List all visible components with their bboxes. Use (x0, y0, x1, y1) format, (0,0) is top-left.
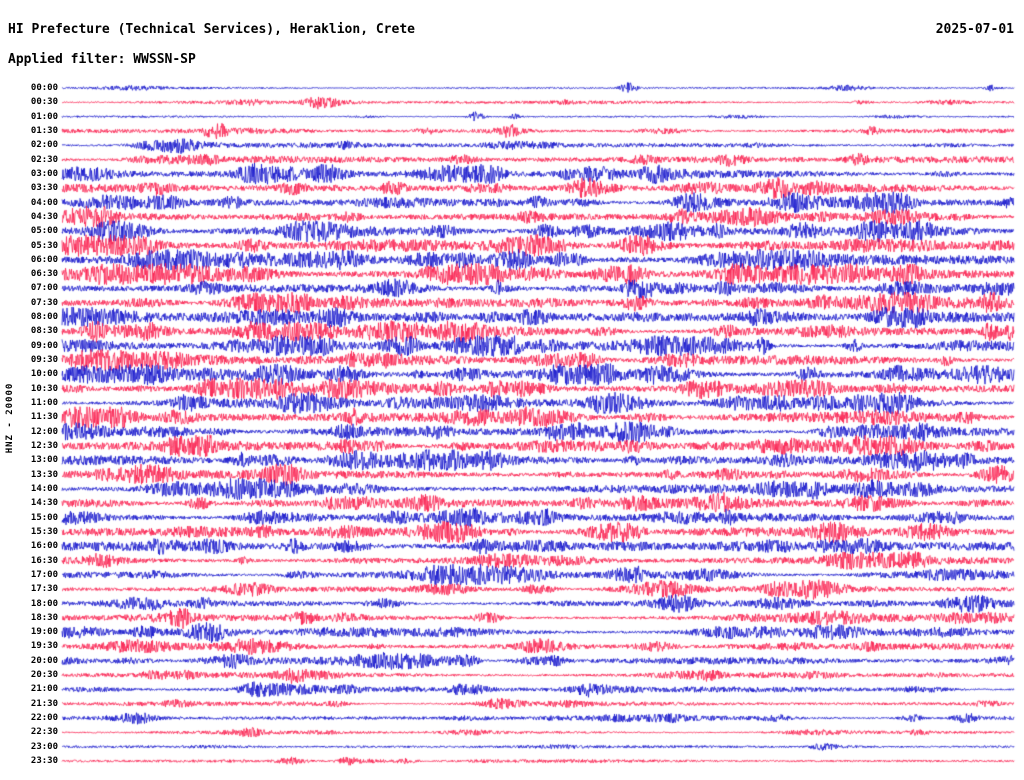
row-time-label: 10:00 (30, 369, 58, 380)
row-time-label: 05:30 (30, 240, 58, 251)
row-time-label: 10:30 (30, 383, 58, 394)
row-time-label: 06:00 (30, 254, 58, 265)
row-time-label: 13:30 (30, 469, 58, 480)
row-time-label: 01:00 (30, 111, 58, 122)
row-time-label: 18:00 (30, 598, 58, 609)
station-title: HI Prefecture (Technical Services), Hera… (8, 22, 415, 37)
row-time-label: 09:30 (30, 355, 58, 366)
row-time-label: 02:00 (30, 140, 58, 151)
record-date: 2025-07-01 (935, 22, 1014, 37)
row-time-label: 00:00 (30, 83, 58, 93)
row-time-label: 19:00 (30, 627, 58, 638)
row-time-label: 17:00 (30, 569, 58, 580)
row-time-label: 19:30 (30, 641, 58, 652)
row-time-label: 23:30 (30, 756, 58, 767)
row-time-label: 09:00 (30, 340, 58, 351)
row-time-label: 15:30 (30, 526, 58, 537)
row-time-label: 00:30 (30, 97, 58, 108)
row-time-label: 22:00 (30, 713, 58, 724)
row-time-label: 14:30 (30, 498, 58, 509)
applied-filter-label: Applied filter: WWSSN-SP (8, 52, 196, 67)
row-time-label: 13:00 (30, 455, 58, 466)
row-time-label: 21:00 (30, 684, 58, 695)
row-time-label: 16:00 (30, 541, 58, 552)
row-time-label: 14:00 (30, 483, 58, 494)
row-time-label: 04:30 (30, 211, 58, 222)
row-time-label: 03:30 (30, 183, 58, 194)
row-time-label: 08:00 (30, 312, 58, 323)
row-time-label: 06:30 (30, 269, 58, 280)
row-time-label: 11:30 (30, 412, 58, 423)
row-time-label: 03:00 (30, 168, 58, 179)
row-time-label: 05:00 (30, 226, 58, 237)
row-time-label: 04:00 (30, 197, 58, 208)
row-time-label: 16:30 (30, 555, 58, 566)
row-time-label: 18:30 (30, 612, 58, 623)
row-time-label: 22:30 (30, 727, 58, 738)
row-time-label: 08:30 (30, 326, 58, 337)
row-time-label: 11:00 (30, 398, 58, 409)
row-time-label: 17:30 (30, 584, 58, 595)
row-time-label: 15:00 (30, 512, 58, 523)
row-time-label: 12:00 (30, 426, 58, 437)
row-time-label: 07:30 (30, 297, 58, 308)
row-time-label: 02:30 (30, 154, 58, 165)
row-time-label: 23:00 (30, 741, 58, 752)
row-time-label: 20:00 (30, 655, 58, 666)
row-time-label: 21:30 (30, 698, 58, 709)
row-time-label: 12:30 (30, 441, 58, 451)
row-time-label: 01:30 (30, 125, 58, 136)
row-time-label: 20:30 (30, 670, 58, 681)
row-time-label: 07:00 (30, 283, 58, 294)
